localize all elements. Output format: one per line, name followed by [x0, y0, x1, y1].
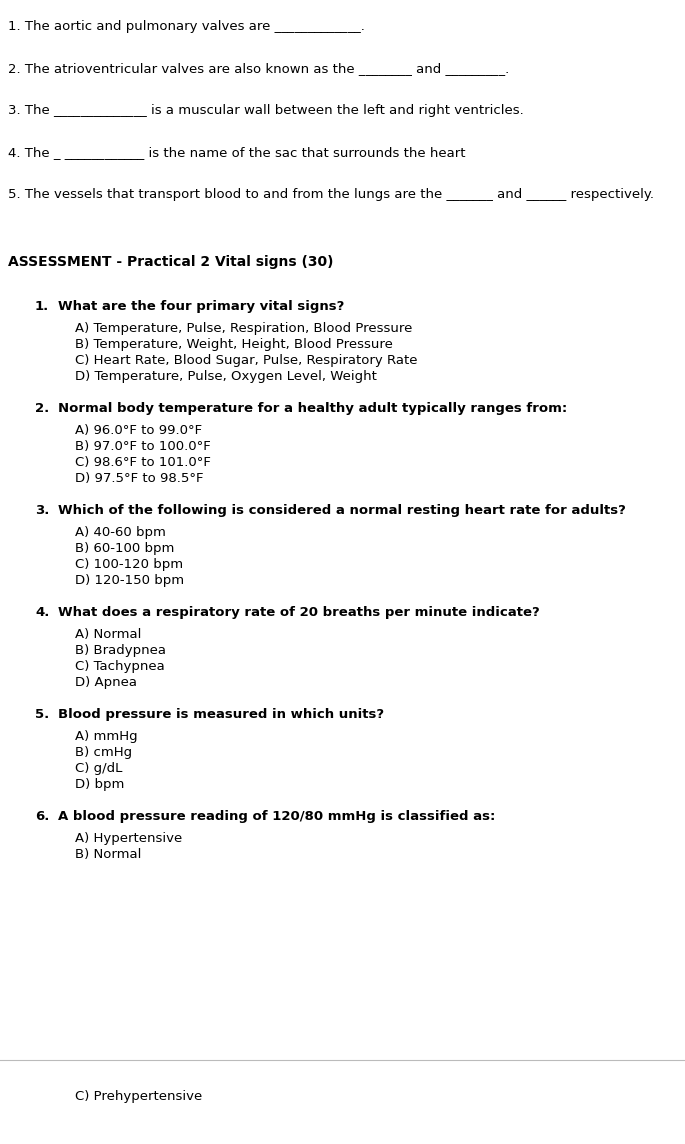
Text: B) Temperature, Weight, Height, Blood Pressure: B) Temperature, Weight, Height, Blood Pr…	[75, 337, 393, 351]
Text: C) 98.6°F to 101.0°F: C) 98.6°F to 101.0°F	[75, 456, 211, 469]
Text: B) 60-100 bpm: B) 60-100 bpm	[75, 542, 175, 555]
Text: C) Prehypertensive: C) Prehypertensive	[75, 1090, 202, 1103]
Text: 5. The vessels that transport blood to and from the lungs are the _______ and __: 5. The vessels that transport blood to a…	[8, 188, 654, 201]
Text: 5.: 5.	[35, 708, 49, 721]
Text: A blood pressure reading of 120/80 mmHg is classified as:: A blood pressure reading of 120/80 mmHg …	[58, 810, 495, 823]
Text: What does a respiratory rate of 20 breaths per minute indicate?: What does a respiratory rate of 20 breat…	[58, 606, 540, 619]
Text: 2. The atrioventricular valves are also known as the ________ and _________.: 2. The atrioventricular valves are also …	[8, 62, 509, 76]
Text: A) Normal: A) Normal	[75, 628, 141, 641]
Text: 3.: 3.	[35, 505, 49, 517]
Text: Normal body temperature for a healthy adult typically ranges from:: Normal body temperature for a healthy ad…	[58, 402, 567, 415]
Text: D) 120-150 bpm: D) 120-150 bpm	[75, 574, 184, 587]
Text: C) Heart Rate, Blood Sugar, Pulse, Respiratory Rate: C) Heart Rate, Blood Sugar, Pulse, Respi…	[75, 353, 417, 367]
Text: D) 97.5°F to 98.5°F: D) 97.5°F to 98.5°F	[75, 472, 203, 485]
Text: B) Bradypnea: B) Bradypnea	[75, 644, 166, 657]
Text: C) 100-120 bpm: C) 100-120 bpm	[75, 558, 183, 571]
Text: A) Hypertensive: A) Hypertensive	[75, 832, 182, 845]
Text: 1.: 1.	[35, 300, 49, 313]
Text: 3. The ______________ is a muscular wall between the left and right ventricles.: 3. The ______________ is a muscular wall…	[8, 104, 524, 117]
Text: C) g/dL: C) g/dL	[75, 762, 123, 774]
Text: D) Apnea: D) Apnea	[75, 676, 137, 689]
Text: 4. The _ ____________ is the name of the sac that surrounds the heart: 4. The _ ____________ is the name of the…	[8, 146, 466, 159]
Text: 2.: 2.	[35, 402, 49, 415]
Text: 6.: 6.	[35, 810, 49, 823]
Text: A) Temperature, Pulse, Respiration, Blood Pressure: A) Temperature, Pulse, Respiration, Bloo…	[75, 321, 412, 335]
Text: Blood pressure is measured in which units?: Blood pressure is measured in which unit…	[58, 708, 384, 721]
Text: B) Normal: B) Normal	[75, 848, 141, 861]
Text: B) 97.0°F to 100.0°F: B) 97.0°F to 100.0°F	[75, 440, 211, 453]
Text: A) 96.0°F to 99.0°F: A) 96.0°F to 99.0°F	[75, 424, 202, 437]
Text: C) Tachypnea: C) Tachypnea	[75, 660, 165, 673]
Text: 1. The aortic and pulmonary valves are _____________.: 1. The aortic and pulmonary valves are _…	[8, 19, 365, 33]
Text: B) cmHg: B) cmHg	[75, 746, 132, 758]
Text: D) Temperature, Pulse, Oxygen Level, Weight: D) Temperature, Pulse, Oxygen Level, Wei…	[75, 370, 377, 383]
Text: What are the four primary vital signs?: What are the four primary vital signs?	[58, 300, 345, 313]
Text: ASSESSMENT - Practical 2 Vital signs (30): ASSESSMENT - Practical 2 Vital signs (30…	[8, 255, 334, 269]
Text: A) mmHg: A) mmHg	[75, 730, 138, 742]
Text: A) 40-60 bpm: A) 40-60 bpm	[75, 526, 166, 539]
Text: D) bpm: D) bpm	[75, 778, 125, 791]
Text: Which of the following is considered a normal resting heart rate for adults?: Which of the following is considered a n…	[58, 505, 626, 517]
Text: 4.: 4.	[35, 606, 49, 619]
